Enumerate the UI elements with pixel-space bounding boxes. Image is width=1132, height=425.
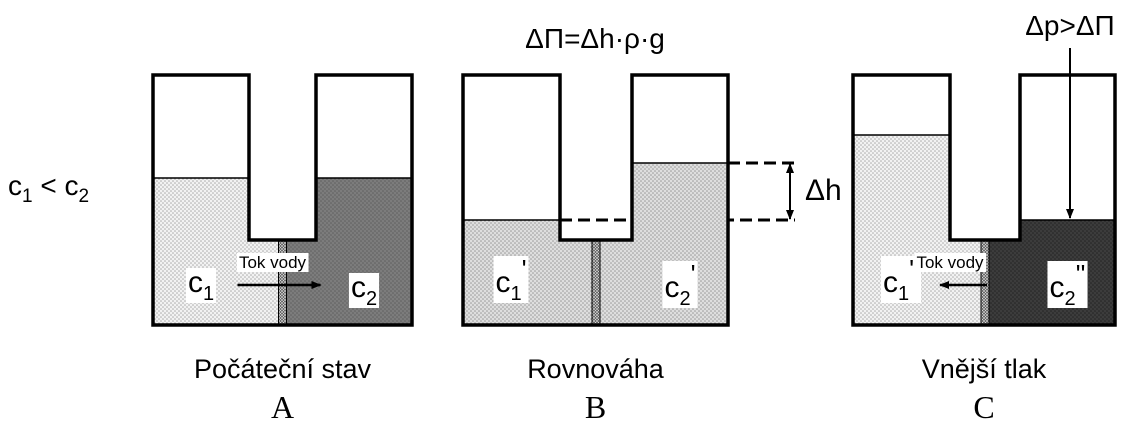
left-solution: [153, 178, 283, 325]
flow-label: Tok vody: [239, 253, 307, 272]
right-label: c2: [351, 271, 377, 310]
label-base: c: [1049, 271, 1064, 304]
right-label: c2': [664, 259, 695, 310]
right-label: c2'': [1049, 259, 1085, 310]
u-tube: [461, 73, 730, 327]
membrane: [591, 239, 601, 326]
flow-box: [914, 253, 987, 272]
left-label: c1': [495, 254, 526, 305]
label-base: c: [495, 266, 510, 299]
label-base: c: [188, 266, 203, 299]
u-tube: [851, 73, 1117, 327]
label-box: [493, 256, 529, 303]
label-sub: 1: [898, 283, 909, 305]
label-base: c: [664, 271, 679, 304]
label-sub: 1: [203, 283, 214, 305]
label-sub: 2: [679, 288, 690, 310]
left-label: c1: [188, 266, 214, 305]
label-sub: 2: [366, 288, 377, 310]
label-mark: '': [909, 254, 919, 284]
caption: Počáteční stav: [194, 354, 372, 384]
label-box: [1047, 261, 1088, 308]
u-tube: [151, 73, 414, 327]
formula-c: Δp>ΔΠ: [1025, 10, 1115, 41]
label-box: [348, 273, 380, 308]
flow-label: Tok vody: [916, 253, 984, 272]
right-solution: [596, 163, 728, 325]
caption: Vnější tlak: [922, 354, 1047, 384]
label-mark: ': [522, 254, 527, 284]
label-mark: '': [1076, 259, 1086, 289]
label-sub: 1: [510, 283, 521, 305]
flow-box: [236, 253, 309, 272]
label-box: [880, 256, 922, 303]
label-box: [185, 268, 217, 303]
label-base: c: [883, 266, 898, 299]
delta-h: Δh: [805, 174, 842, 207]
panel-letter: C: [973, 389, 994, 425]
label-sub: 2: [1064, 288, 1075, 310]
formula-b: ΔΠ=Δh·ρ·g: [525, 23, 665, 54]
left-label: c1'': [883, 254, 919, 305]
left-solution: [463, 220, 596, 325]
label-box: [662, 261, 698, 308]
label-mark: ': [691, 259, 696, 289]
condition: c1 < c2: [8, 170, 89, 207]
label-base: c: [351, 271, 366, 304]
caption: Rovnováha: [527, 354, 665, 384]
panel-letter: A: [271, 389, 294, 425]
right-solution: [282, 178, 412, 325]
panel-letter: B: [585, 389, 606, 425]
